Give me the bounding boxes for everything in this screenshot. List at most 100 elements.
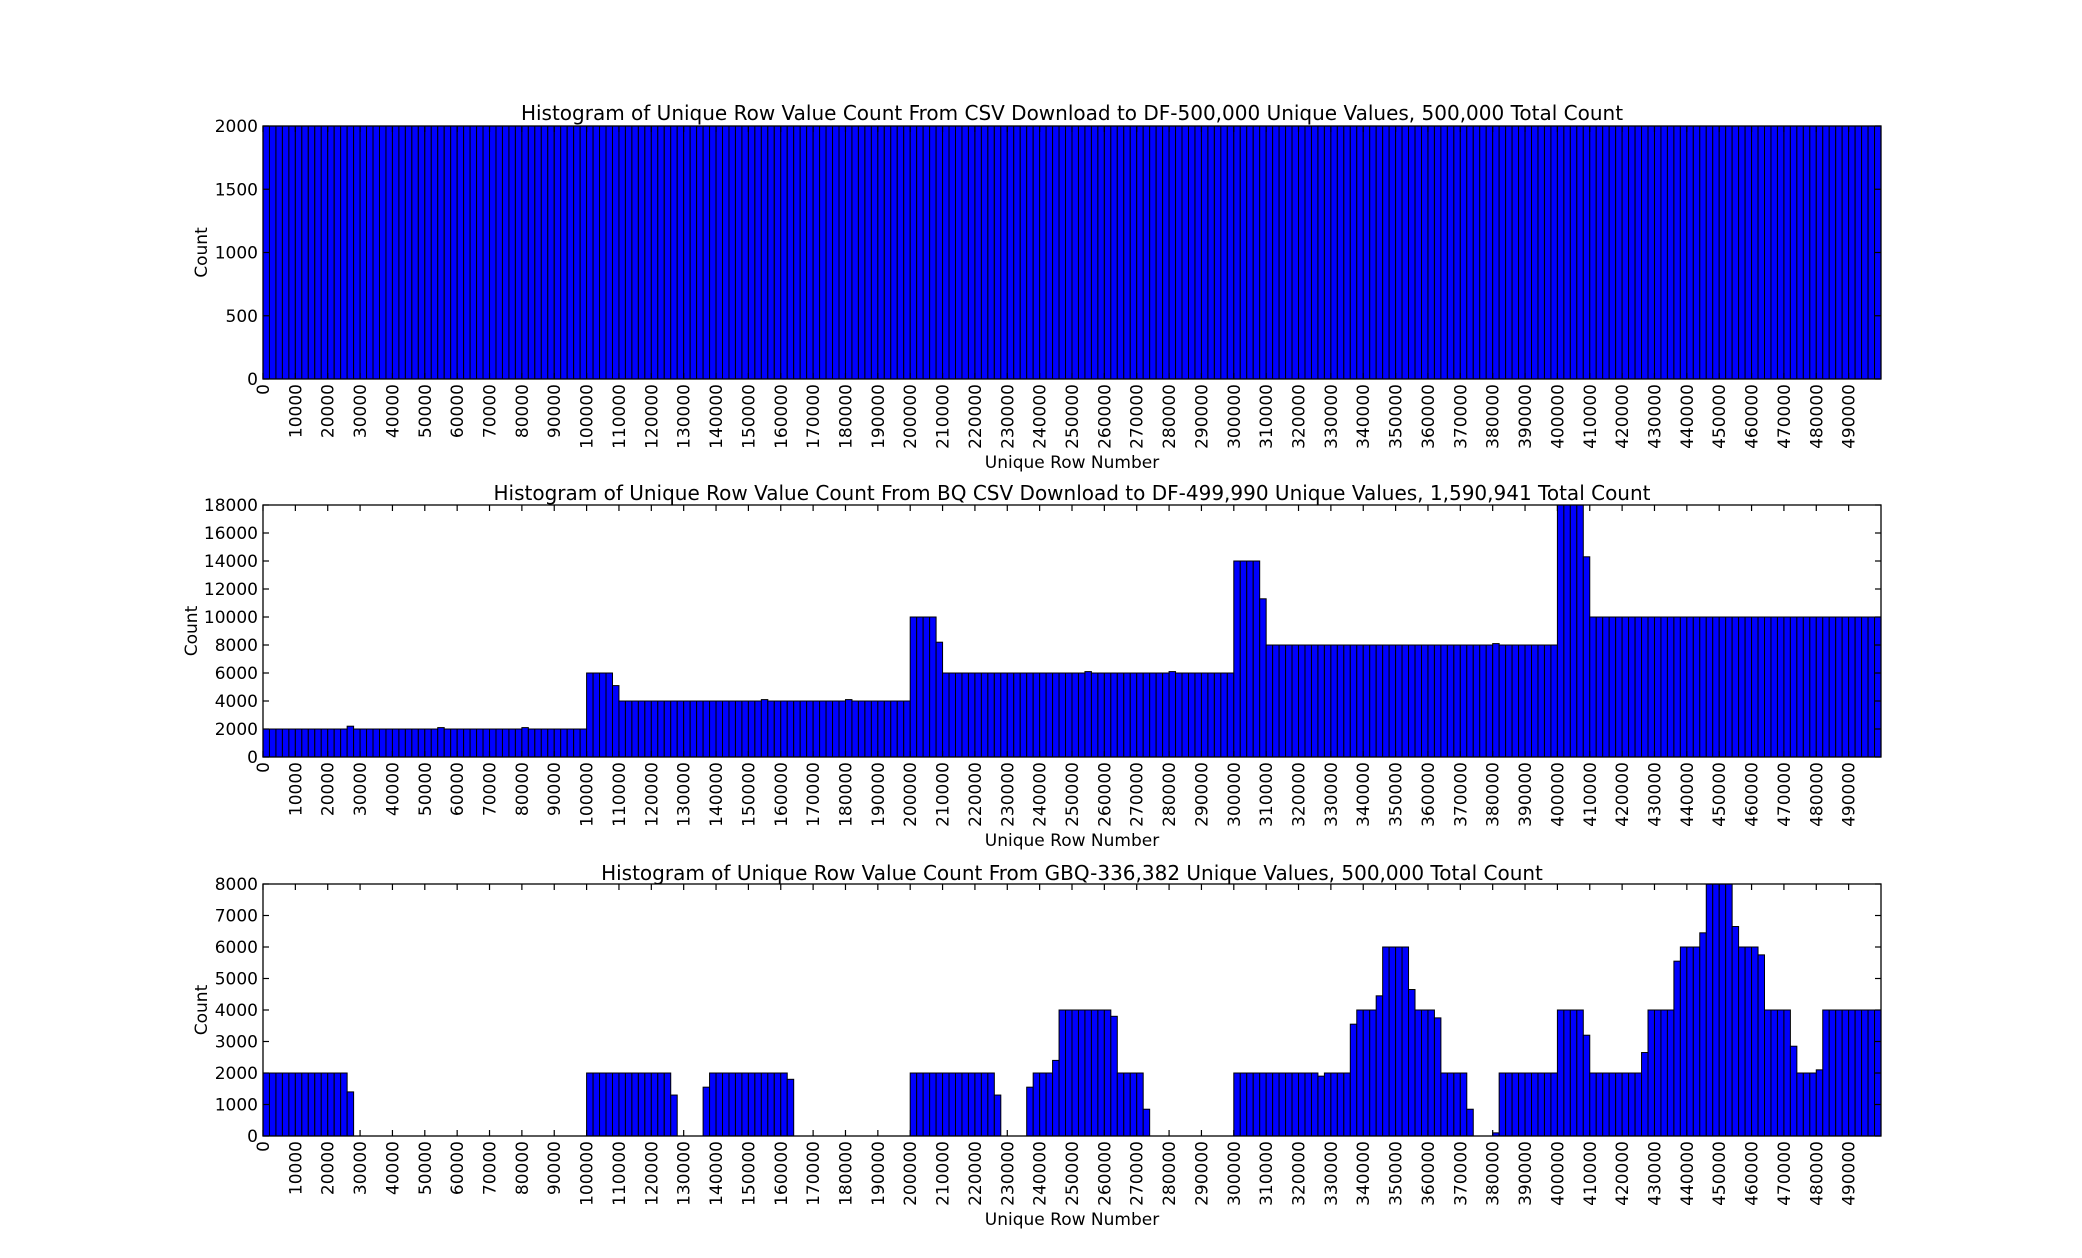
histogram-bar-163: [1822, 1009, 1830, 1137]
histogram-bar-162: [1310, 644, 1319, 758]
histogram-bar-248: [1867, 125, 1876, 380]
histogram-bar-168: [1854, 1009, 1863, 1137]
histogram-bar-165: [1835, 1009, 1843, 1137]
histogram-bar-191: [1498, 125, 1507, 380]
histogram-bar-219: [1679, 616, 1688, 758]
histogram-bar-62: [663, 125, 672, 380]
x-tick-label: 420000: [1613, 384, 1633, 449]
histogram-bar-13: [346, 725, 355, 758]
histogram-bar-2: [275, 728, 283, 758]
histogram-bar-178: [1414, 125, 1422, 380]
histogram-bar-147: [1213, 125, 1222, 380]
histogram-bar-217: [1666, 616, 1675, 758]
histogram-bar-60: [1052, 1059, 1060, 1137]
histogram-bar-110: [974, 125, 982, 380]
histogram-bar-68: [702, 125, 711, 380]
histogram-bar-89: [838, 125, 846, 380]
histogram-bar-210: [1621, 125, 1630, 380]
histogram-bar-77: [760, 125, 769, 380]
histogram-bar-139: [1162, 672, 1170, 758]
histogram-bar-174: [1388, 125, 1397, 380]
histogram-bar-72: [728, 125, 736, 380]
histogram-bar-96: [883, 125, 892, 380]
histogram-bar-26: [663, 1072, 672, 1137]
histogram-bar-28: [702, 1086, 711, 1137]
bars: [262, 504, 1882, 758]
histogram-bar-23: [644, 1072, 652, 1137]
histogram-bar-244: [1841, 125, 1850, 380]
histogram-bar-135: [1136, 672, 1144, 758]
x-tick-label: 10000: [286, 762, 306, 816]
histogram-bar-246: [1854, 616, 1863, 758]
histogram-bar-48: [573, 125, 581, 380]
histogram-bar-56: [624, 125, 633, 380]
x-tick-label: 120000: [642, 1141, 662, 1206]
x-tick-label: 200000: [901, 762, 921, 827]
y-tick-label: 8000: [215, 875, 258, 895]
histogram-bar-150: [1233, 125, 1241, 380]
histogram-bar-69: [1110, 1015, 1118, 1137]
histogram-bar-10: [327, 125, 335, 380]
histogram-bar-97: [890, 125, 898, 380]
x-tick-label: 310000: [1257, 384, 1277, 449]
y-axis-label: Count: [192, 227, 212, 278]
histogram-bar-3: [281, 125, 290, 380]
x-tick-label: 130000: [675, 384, 695, 449]
histogram-bar-181: [1433, 125, 1442, 380]
histogram-bar-20: [624, 1072, 633, 1137]
histogram-bar-131: [1110, 672, 1118, 758]
x-tick-label: 270000: [1128, 1141, 1148, 1206]
panel-csv-download: Histogram of Unique Row Value Count From…: [192, 101, 1882, 473]
histogram-bar-55: [993, 1094, 1002, 1137]
histogram-bar-122: [1052, 125, 1060, 380]
x-axis-ticks: 0 10000 20000 30000 40000 50000 60000 70000 8000…: [254, 884, 1860, 1206]
histogram-bar-53: [605, 672, 613, 758]
histogram-bar-149: [1226, 125, 1235, 380]
histogram-bar-160: [1298, 125, 1306, 380]
histogram-bar-220: [1686, 616, 1694, 758]
histogram-bar-231: [1757, 616, 1766, 758]
x-tick-label: 270000: [1128, 384, 1148, 449]
x-tick-label: 170000: [804, 1141, 824, 1206]
histogram-bar-61: [657, 125, 665, 380]
x-tick-label: 70000: [481, 384, 501, 438]
histogram-bar-108: [961, 125, 969, 380]
y-tick-label: 2000: [215, 117, 258, 137]
histogram-bar-45: [553, 728, 562, 758]
x-tick-label: 190000: [869, 1141, 889, 1206]
histogram-bar-102: [922, 125, 931, 380]
x-tick-label: 420000: [1613, 762, 1633, 827]
histogram-bar-228: [1738, 616, 1746, 758]
histogram-bar-105: [942, 125, 950, 380]
histogram-bar-73: [734, 125, 743, 380]
histogram-bar-226: [1725, 616, 1733, 758]
histogram-bar-53: [980, 1072, 989, 1137]
x-tick-label: 270000: [1128, 762, 1148, 827]
x-tick-label: 490000: [1840, 762, 1860, 827]
histogram-bar-9: [320, 1072, 329, 1137]
x-axis-label: Unique Row Number: [985, 453, 1159, 473]
histogram-bar-6: [301, 1072, 309, 1137]
x-tick-label: 30000: [351, 1141, 371, 1195]
histogram-bar-82: [793, 125, 801, 380]
histogram-bar-4: [288, 125, 296, 380]
histogram-bar-155: [1265, 125, 1274, 380]
histogram-bar-156: [1272, 125, 1280, 380]
x-tick-label: 100000: [578, 1141, 598, 1206]
histogram-bar-32: [728, 1072, 736, 1137]
histogram-bar-30: [456, 125, 465, 380]
histogram-bar-243: [1835, 616, 1843, 758]
histogram-bar-78: [767, 125, 775, 380]
histogram-bar-33: [476, 728, 484, 758]
histogram-bar-184: [1453, 644, 1461, 758]
histogram-bar-60: [650, 125, 659, 380]
histogram-bar-11: [333, 728, 342, 758]
x-tick-label: 250000: [1063, 384, 1083, 449]
histogram-bar-183: [1446, 125, 1455, 380]
histogram-bar-21: [398, 728, 406, 758]
histogram-bar-98: [896, 125, 905, 380]
x-tick-label: 20000: [319, 1141, 339, 1195]
histogram-bar-16: [366, 125, 374, 380]
x-tick-label: 430000: [1645, 384, 1665, 449]
